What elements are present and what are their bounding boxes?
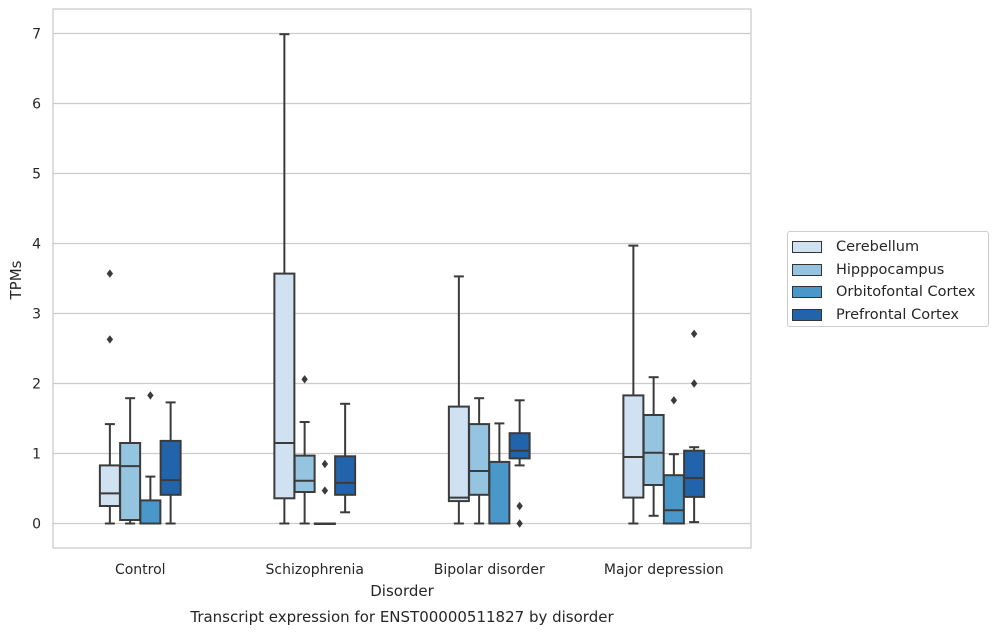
- y-tick-label: 4: [32, 237, 41, 253]
- box: [683, 329, 706, 524]
- outlier-point: [321, 459, 329, 469]
- box: [98, 269, 121, 525]
- box-iqr: [642, 414, 665, 486]
- legend-label: Prefrontal Cortex: [836, 307, 959, 324]
- series-orbitofontal-cortex: [139, 391, 685, 525]
- legend-item: Cerebellum: [792, 236, 988, 259]
- y-tick-label: 5: [32, 167, 41, 183]
- box: [293, 375, 316, 525]
- x-tick-label: Control: [115, 562, 166, 578]
- box: [642, 376, 665, 517]
- outlier-point: [690, 329, 698, 338]
- box-iqr: [622, 394, 645, 499]
- x-axis-label: Disorder: [370, 582, 434, 600]
- x-tick-label: Bipolar disorder: [434, 562, 545, 578]
- legend-item: Hipppocampus: [792, 259, 988, 282]
- outlier-point: [147, 391, 154, 400]
- outlier-point: [516, 519, 523, 528]
- legend-item: Prefrontal Cortex: [792, 304, 988, 327]
- legend-swatch: [792, 309, 822, 322]
- y-tick-label: 6: [32, 97, 41, 113]
- y-axis-label: TPMs: [7, 260, 25, 300]
- box: [313, 459, 336, 525]
- y-tick-label: 2: [32, 377, 41, 393]
- box: [119, 397, 142, 525]
- legend-swatch: [792, 263, 822, 276]
- box-iqr: [159, 439, 182, 496]
- outlier-point: [516, 501, 523, 511]
- legend: Cerebellum Hipppocampus Orbitofontal Corte…: [787, 231, 989, 327]
- legend-label: Hipppocampus: [836, 261, 945, 278]
- outlier-point: [670, 396, 678, 405]
- box-iqr: [447, 405, 470, 503]
- series-prefrontal-cortex: [159, 329, 706, 528]
- box-plot-series: [98, 33, 706, 528]
- box: [468, 397, 491, 525]
- box-iqr: [683, 449, 706, 498]
- x-tick-label: Schizophrenia: [266, 562, 364, 578]
- outlier-point: [321, 486, 329, 495]
- box-iqr: [98, 464, 121, 507]
- box-iqr: [468, 423, 491, 496]
- box-iqr: [139, 499, 162, 525]
- x-tick-label: Major depression: [604, 562, 724, 578]
- box-iqr: [119, 442, 142, 521]
- box-iqr: [334, 455, 357, 496]
- box: [273, 33, 296, 525]
- box: [334, 402, 357, 514]
- y-tick-label: 3: [32, 307, 41, 323]
- legend-label: Cerebellum: [836, 239, 920, 256]
- box: [488, 422, 511, 525]
- y-tick-label: 0: [32, 517, 41, 533]
- outlier-point: [690, 379, 698, 388]
- box-iqr: [273, 272, 296, 500]
- series-hipppocampus: [119, 375, 665, 525]
- box: [139, 391, 162, 525]
- box: [662, 396, 685, 525]
- legend-swatch: [792, 241, 822, 254]
- y-tick-label: 7: [32, 27, 41, 43]
- outlier-point: [106, 335, 114, 344]
- box-iqr: [662, 474, 685, 525]
- box: [508, 399, 531, 528]
- y-axis-ticks: 0 1 2 3 4 5 6 7: [32, 27, 41, 533]
- legend-item: Orbitofontal Cortex: [792, 281, 988, 304]
- outlier-point: [301, 375, 308, 384]
- box: [159, 401, 182, 525]
- chart-title: Transcript expression for ENST0000051182…: [189, 608, 614, 626]
- series-cerebellum: [98, 33, 645, 525]
- plot-frame: [52, 8, 752, 549]
- outlier-point: [106, 269, 114, 278]
- box: [622, 244, 645, 525]
- box-iqr: [508, 432, 531, 460]
- legend-label: Orbitofontal Cortex: [836, 284, 976, 301]
- box-iqr: [293, 454, 316, 494]
- legend-swatch: [792, 286, 822, 299]
- x-axis-ticks: Control Schizophrenia Bipolar disorder Majo…: [115, 562, 724, 578]
- y-tick-label: 1: [32, 447, 41, 463]
- box-iqr: [488, 460, 511, 525]
